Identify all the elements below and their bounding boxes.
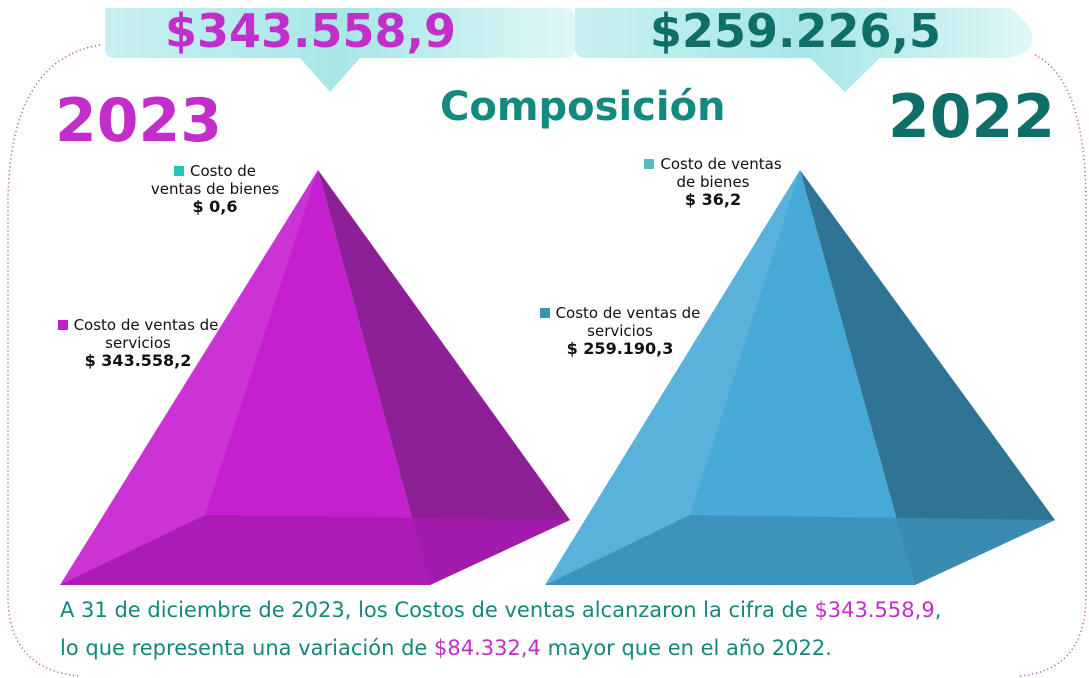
pyramid-2022 — [545, 170, 1055, 585]
highlight: $84.332,4 — [434, 636, 541, 660]
label-value: $ 0,6 — [192, 197, 238, 216]
summary-line-1: A 31 de diciembre de 2023, los Costos de… — [60, 598, 941, 622]
highlight: $343.558,9 — [814, 598, 935, 622]
data-label: Costo de ventas de servicios $ 343.558,2 — [38, 316, 238, 370]
legend-swatch — [539, 308, 550, 318]
label-value: $ 343.558,2 — [84, 351, 192, 370]
label-name: Costo de ventas de servicios — [38, 316, 238, 352]
label-name: Costo de ventas de servicios — [535, 304, 705, 340]
legend-swatch — [644, 159, 655, 169]
data-label: Costo de ventas de servicios $ 259.190,3 — [535, 304, 705, 358]
summary-line-2: lo que representa una variación de $84.3… — [60, 636, 832, 660]
title: Composición — [440, 84, 726, 130]
label-text: Costo de ventas de bienes — [660, 155, 782, 191]
label-text: Costo de ventas de servicios — [555, 304, 701, 340]
label-name: Costo de ventas de bienes — [638, 155, 788, 191]
label-value: $ 259.190,3 — [566, 339, 674, 358]
data-label: Costo de ventas de bienes $ 36,2 — [638, 155, 788, 209]
text: mayor que en el año 2022. — [540, 636, 832, 660]
total-2023: $343.558,9 — [165, 4, 457, 58]
data-label: Costo de ventas de bienes $ 0,6 — [150, 162, 280, 216]
label-text: Costo de ventas de servicios — [73, 316, 219, 352]
text: A 31 de diciembre de 2023, los Costos de… — [60, 598, 815, 622]
text: , — [934, 598, 942, 622]
total-2022: $259.226,5 — [650, 4, 942, 58]
year-2023: 2023 — [55, 86, 222, 156]
text: lo que representa una variación de — [60, 636, 434, 660]
label-name: Costo de ventas de bienes — [150, 162, 280, 198]
year-2022: 2022 — [888, 82, 1055, 152]
label-value: $ 36,2 — [684, 190, 742, 209]
legend-swatch — [57, 320, 68, 330]
pyramid-2023 — [60, 170, 570, 585]
label-text: Costo de ventas de bienes — [150, 162, 280, 198]
legend-swatch — [173, 166, 184, 176]
